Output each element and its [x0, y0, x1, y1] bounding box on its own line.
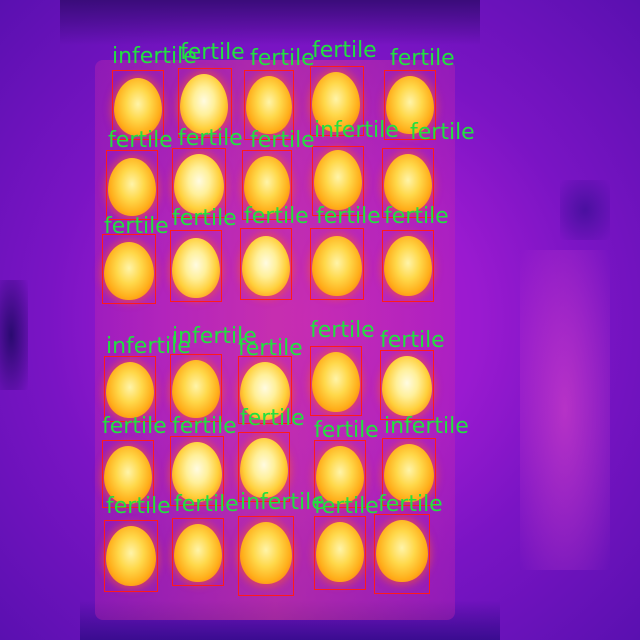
detection-label: fertile: [384, 204, 449, 229]
detection-box: [244, 70, 294, 140]
egg: [312, 72, 360, 132]
egg: [384, 236, 432, 296]
detection-box: [104, 356, 156, 422]
detection-box: [382, 230, 434, 302]
detection-label: fertile: [244, 204, 309, 229]
detection-box: [170, 354, 222, 422]
detection-label: fertile: [250, 128, 315, 153]
detection-box: [310, 346, 362, 416]
egg: [312, 236, 362, 296]
detection-label: infertile: [106, 334, 191, 359]
egg: [104, 446, 152, 504]
detection-label: fertile: [310, 318, 375, 343]
detection-label: infertile: [240, 490, 325, 515]
detection-box: [170, 230, 222, 302]
egg: [312, 352, 360, 412]
background-dark-patch-left: [0, 280, 28, 390]
detection-box: [374, 514, 430, 594]
egg: [382, 356, 432, 416]
detection-box: [178, 68, 232, 138]
egg: [114, 78, 162, 136]
detection-box: [310, 228, 364, 300]
detection-label: fertile: [410, 120, 475, 145]
egg: [172, 238, 220, 298]
detection-box: [238, 356, 292, 424]
detection-label: fertile: [378, 492, 443, 517]
egg: [240, 438, 288, 498]
detection-label: fertile: [238, 336, 303, 361]
egg: [314, 150, 362, 210]
egg: [376, 520, 428, 582]
detection-label: fertile: [172, 414, 237, 439]
egg: [174, 154, 224, 214]
detection-box: [314, 440, 366, 508]
detection-box: [102, 234, 156, 304]
background-dark-patch-right: [560, 180, 610, 240]
detection-box: [238, 432, 290, 502]
detection-box: [382, 438, 436, 506]
egg: [384, 444, 434, 502]
egg: [244, 156, 290, 214]
detection-label: infertile: [384, 414, 469, 439]
detection-box: [242, 150, 292, 220]
egg: [174, 524, 222, 582]
egg: [316, 446, 364, 504]
detection-label: fertile: [250, 46, 315, 71]
egg: [172, 442, 222, 502]
detection-box: [170, 436, 224, 506]
detection-label: fertile: [102, 414, 167, 439]
background-warm-patch: [520, 250, 610, 570]
detection-box: [240, 228, 292, 300]
detection-box: [384, 70, 436, 140]
detection-label: fertile: [174, 492, 239, 517]
detection-box: [314, 516, 366, 590]
detection-label: fertile: [108, 128, 173, 153]
detection-box: [382, 148, 434, 218]
detection-label: fertile: [178, 126, 243, 151]
tray-shadow-top: [60, 0, 480, 45]
detection-label: infertile: [112, 44, 197, 69]
egg: [104, 242, 154, 300]
detection-box: [112, 70, 164, 140]
detection-box: [380, 350, 434, 420]
detection-label: fertile: [106, 494, 171, 519]
egg: [180, 74, 228, 134]
egg: [106, 526, 156, 586]
egg: [246, 76, 292, 134]
detection-box: [238, 516, 294, 596]
detection-box: [104, 520, 158, 592]
detection-label: fertile: [390, 46, 455, 71]
detection-box: [102, 440, 154, 508]
egg: [106, 362, 154, 418]
detection-label: fertile: [316, 204, 381, 229]
detection-box: [312, 146, 364, 216]
detection-label: fertile: [180, 40, 245, 65]
egg: [240, 362, 290, 420]
detection-label: fertile: [380, 328, 445, 353]
detection-label: fertile: [314, 418, 379, 443]
detection-label: infertile: [172, 324, 257, 349]
detection-label: fertile: [104, 214, 169, 239]
detection-box: [106, 150, 158, 220]
detection-label: fertile: [314, 494, 379, 519]
detection-label: fertile: [240, 406, 305, 431]
detection-label: fertile: [312, 38, 377, 63]
detection-box: [172, 518, 224, 586]
egg: [316, 522, 364, 582]
detection-label: fertile: [172, 206, 237, 231]
egg: [172, 360, 220, 418]
egg: [384, 154, 432, 212]
egg: [240, 522, 292, 584]
egg: [242, 236, 290, 296]
egg: [108, 158, 156, 216]
egg: [386, 76, 434, 134]
detection-box: [310, 66, 364, 136]
detection-box: [172, 148, 226, 218]
detection-label: infertile: [314, 118, 399, 143]
